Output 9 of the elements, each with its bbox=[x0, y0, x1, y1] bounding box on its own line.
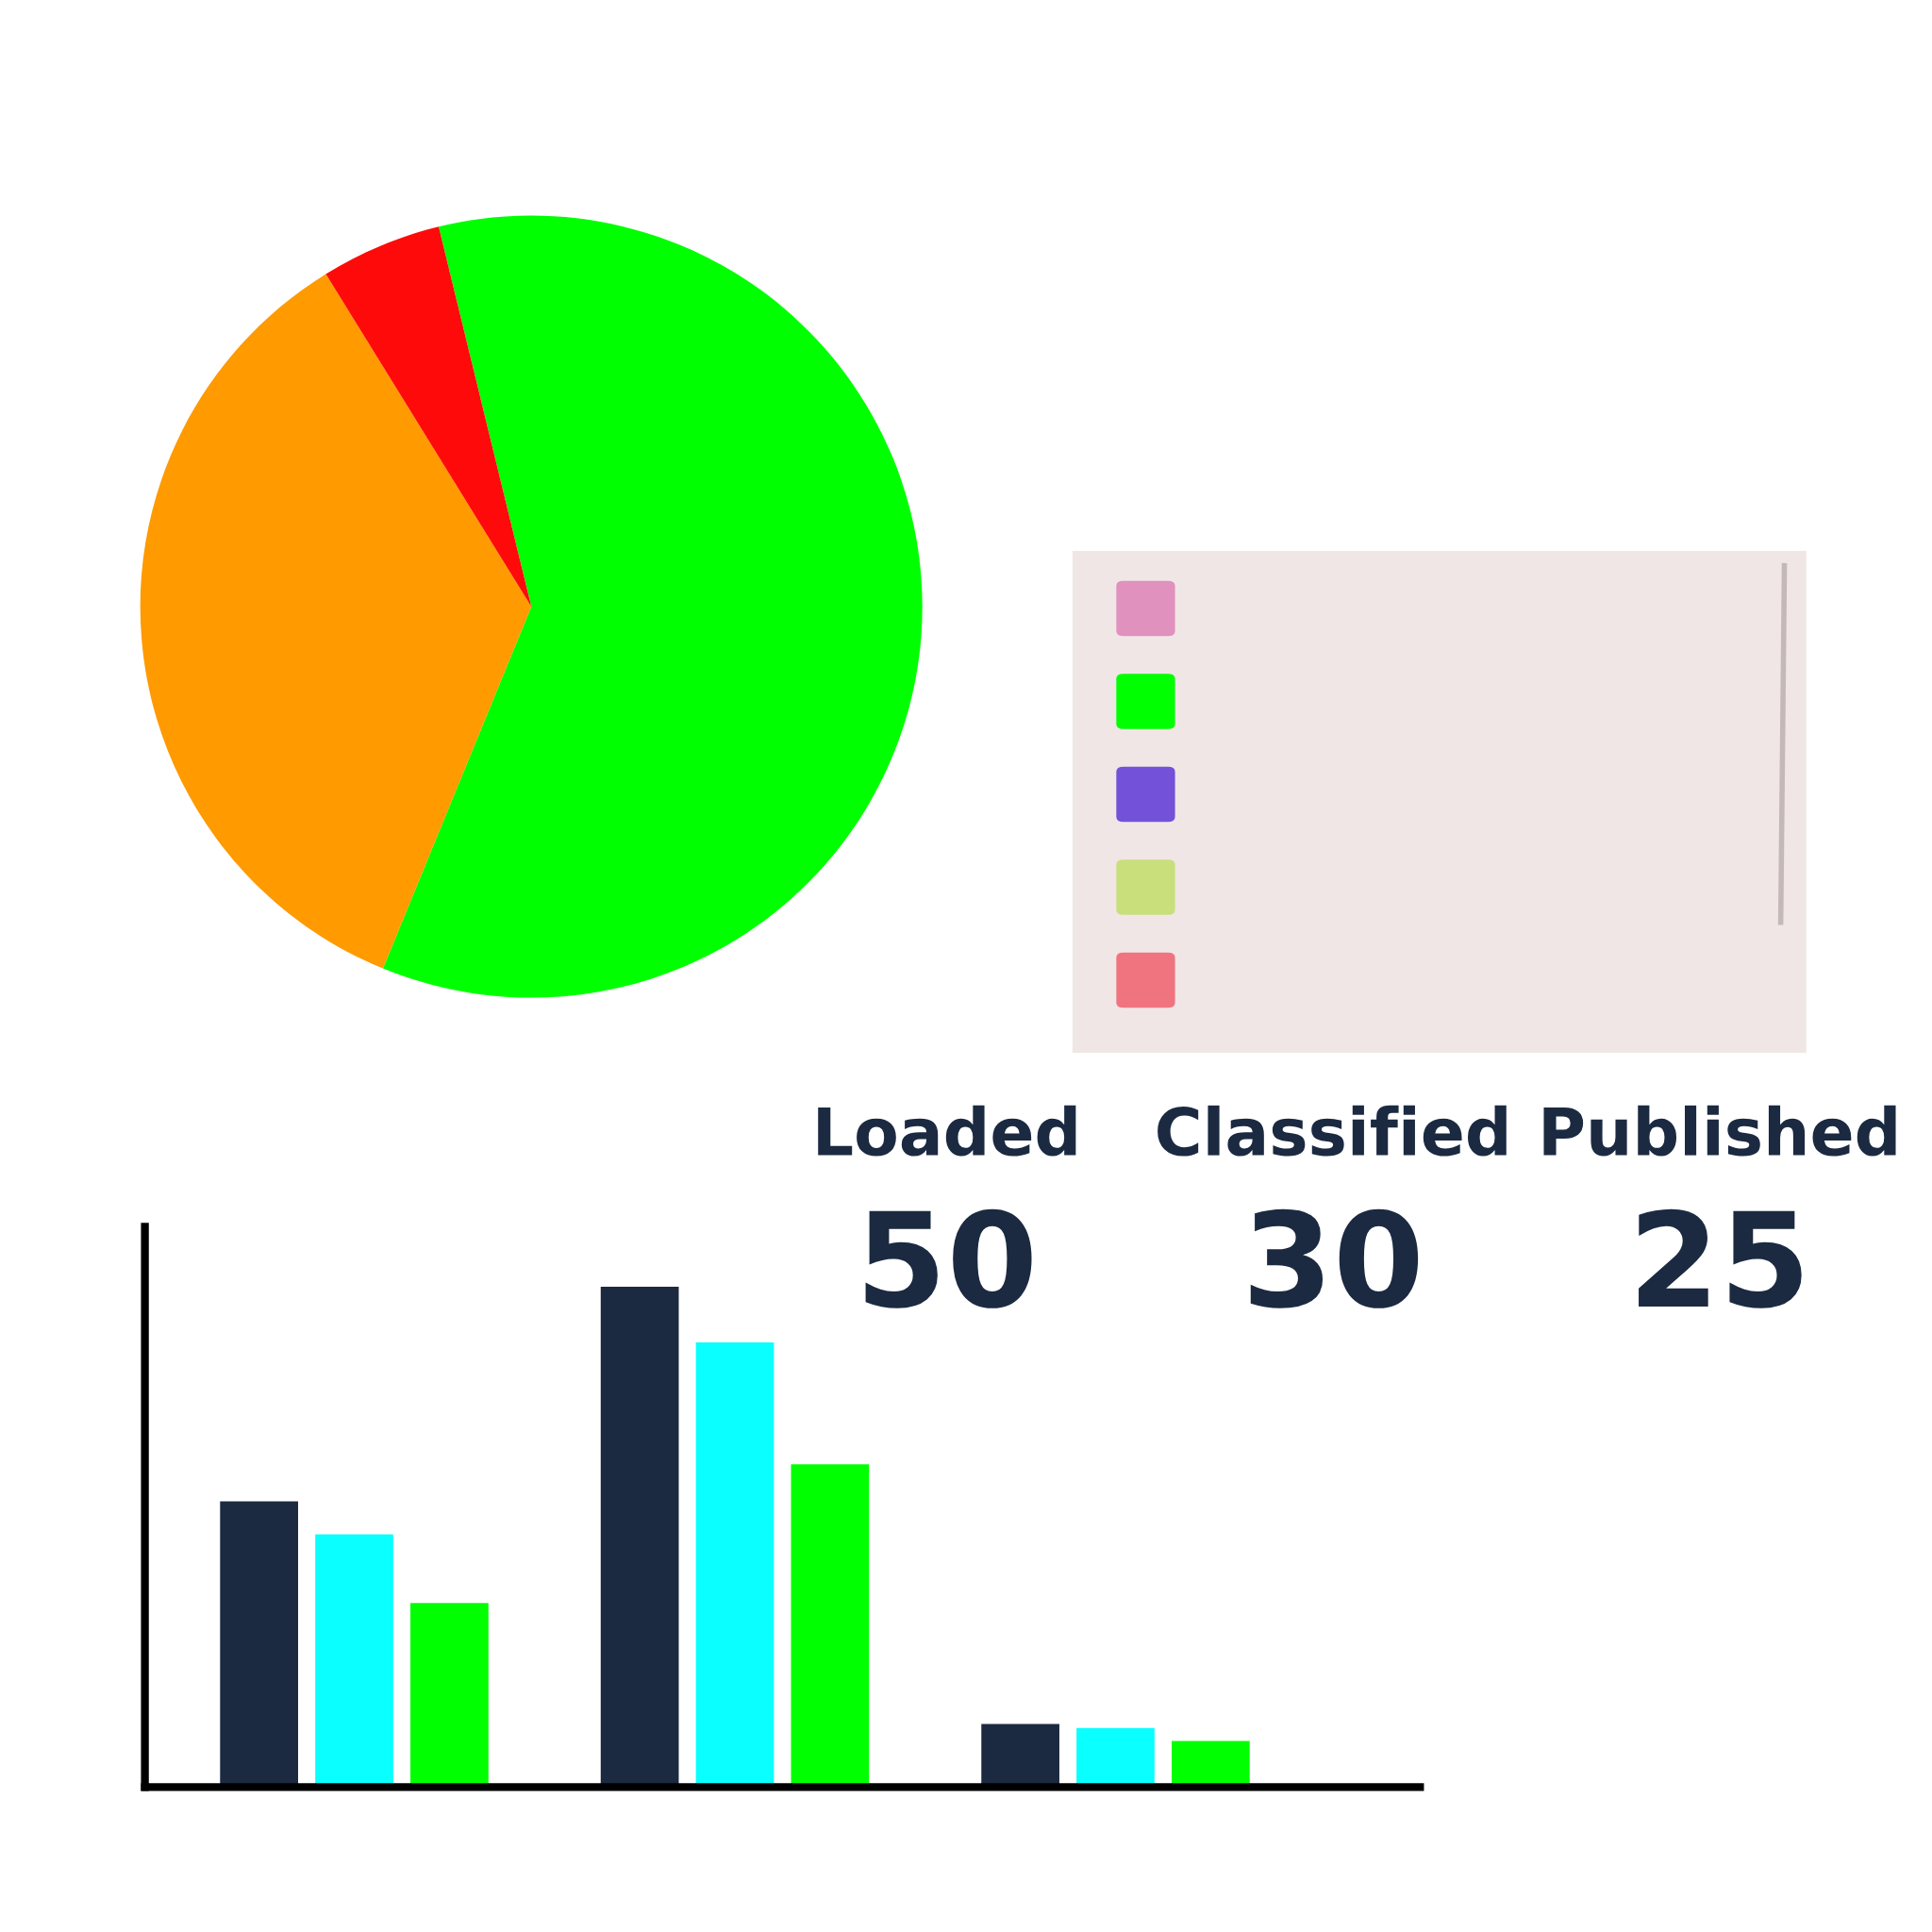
category-label: Loaded bbox=[818, 1105, 1076, 1157]
pie-slice bbox=[382, 215, 923, 998]
data-label: 30 bbox=[1250, 1208, 1419, 1308]
category-label: Published bbox=[1543, 1105, 1896, 1157]
pie-slice bbox=[140, 274, 532, 969]
data-label: 25 bbox=[1639, 1208, 1802, 1308]
category-label: Classified bbox=[1158, 1105, 1507, 1157]
data-label: 50 bbox=[865, 1208, 1032, 1308]
pie-slice bbox=[325, 226, 532, 608]
